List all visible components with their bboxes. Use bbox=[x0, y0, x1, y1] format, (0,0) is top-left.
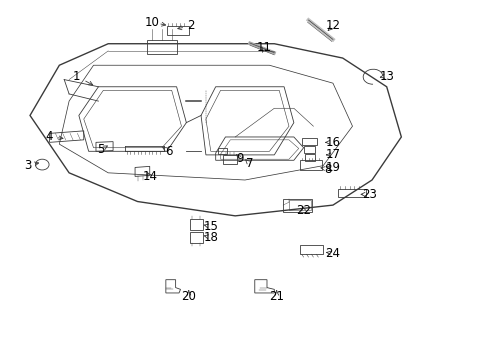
Text: 24: 24 bbox=[325, 247, 341, 260]
Text: 21: 21 bbox=[270, 290, 284, 303]
Text: 4: 4 bbox=[46, 130, 53, 144]
Text: 3: 3 bbox=[24, 159, 31, 172]
Text: 6: 6 bbox=[166, 145, 173, 158]
Bar bbox=[289, 201, 311, 211]
Text: 10: 10 bbox=[145, 16, 160, 29]
Text: 17: 17 bbox=[325, 148, 341, 161]
Text: 20: 20 bbox=[181, 290, 196, 303]
Text: 7: 7 bbox=[246, 157, 254, 170]
Text: 8: 8 bbox=[324, 163, 332, 176]
Text: 22: 22 bbox=[296, 204, 311, 217]
Text: 16: 16 bbox=[325, 136, 341, 149]
Text: 15: 15 bbox=[203, 220, 218, 233]
Text: 14: 14 bbox=[142, 170, 157, 183]
Text: 13: 13 bbox=[379, 69, 394, 82]
Text: 23: 23 bbox=[362, 188, 377, 201]
Text: 18: 18 bbox=[203, 231, 218, 244]
Text: 11: 11 bbox=[257, 41, 272, 54]
Text: 12: 12 bbox=[325, 19, 341, 32]
Text: 2: 2 bbox=[188, 19, 195, 32]
Text: 1: 1 bbox=[73, 69, 80, 82]
Text: 19: 19 bbox=[325, 161, 341, 174]
Text: 5: 5 bbox=[97, 143, 104, 156]
Text: 9: 9 bbox=[236, 152, 244, 165]
